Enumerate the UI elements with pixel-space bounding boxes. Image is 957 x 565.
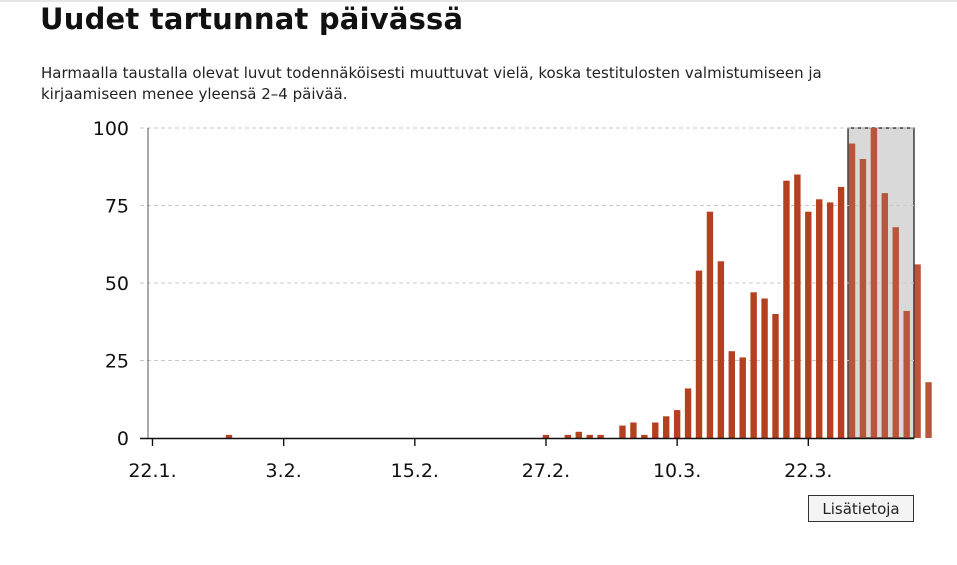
bar: [870, 128, 878, 438]
bar: [684, 388, 692, 438]
bar: [225, 434, 233, 438]
chart-subtitle: Harmaalla taustalla olevat luvut todennä…: [41, 64, 822, 103]
bar: [673, 410, 681, 438]
bar: [575, 431, 582, 438]
x-tick-label: 27.2.: [522, 460, 570, 482]
chart-title: Uudet tartunnat päivässä: [40, 2, 464, 36]
more-info-button[interactable]: Lisätietoja: [808, 495, 914, 522]
bar: [663, 416, 670, 438]
bar: [837, 186, 845, 438]
y-tick-label: 25: [105, 351, 129, 373]
bar: [794, 174, 801, 438]
bar: [848, 143, 856, 438]
bar: [914, 264, 921, 438]
bar: [881, 193, 889, 438]
x-tick-label: 22.3.: [784, 460, 832, 482]
top-border: [0, 0, 957, 2]
bar: [652, 422, 659, 438]
bar: [641, 434, 648, 438]
x-tick-label: 10.3.: [653, 460, 701, 482]
bar: [542, 434, 550, 438]
bar: [728, 351, 735, 438]
bar: [597, 434, 604, 438]
bar: [859, 159, 867, 438]
bar: [805, 211, 812, 438]
bar: [892, 227, 899, 438]
bar: [706, 211, 714, 438]
bar: [772, 314, 779, 438]
bar: [783, 180, 790, 438]
y-tick-label: 100: [93, 118, 129, 140]
bar: [564, 434, 572, 438]
bar: [695, 270, 703, 438]
y-tick-label: 50: [105, 273, 129, 295]
bar: [761, 298, 768, 438]
bar: [750, 292, 757, 438]
bar: [816, 199, 823, 438]
x-tick-label: 15.2.: [391, 460, 439, 482]
y-tick-label: 0: [117, 428, 129, 450]
x-tick-label: 3.2.: [266, 460, 302, 482]
bar: [717, 261, 725, 438]
x-tick-label: 22.1.: [128, 460, 176, 482]
bar: [630, 422, 637, 438]
y-tick-label: 75: [105, 196, 129, 218]
bar: [903, 310, 910, 438]
bar: [925, 382, 932, 438]
bar: [739, 357, 746, 438]
bar: [586, 434, 593, 438]
bar: [826, 202, 834, 438]
bar: [619, 425, 626, 438]
